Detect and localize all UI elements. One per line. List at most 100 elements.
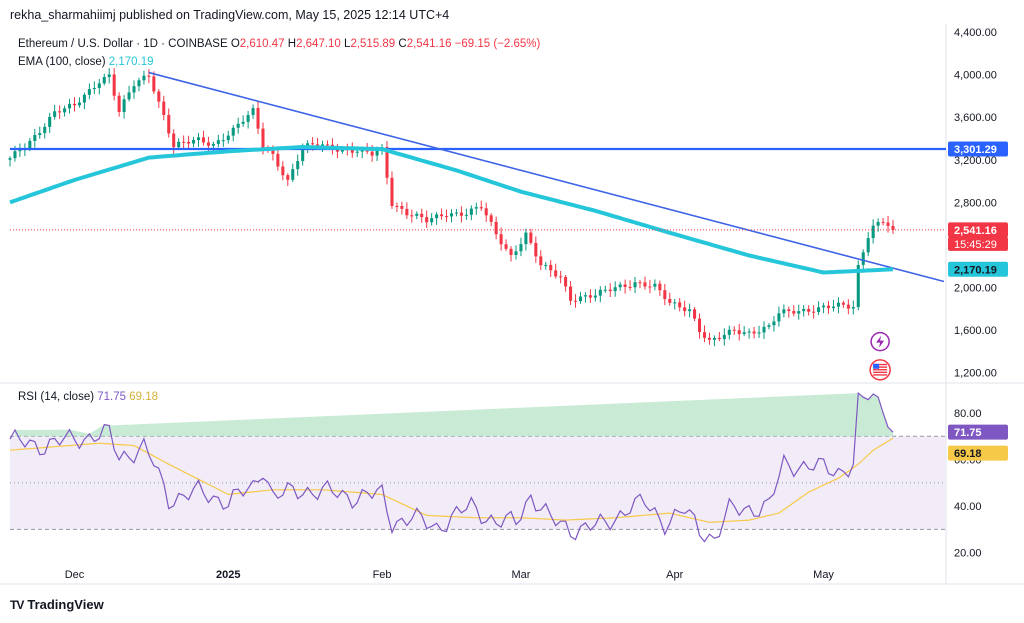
candle-body [18, 150, 22, 152]
level-price-badge: 3,301.29 [954, 144, 997, 156]
candle-body [8, 158, 12, 160]
ohlc-close: C2,541.16 [398, 38, 452, 50]
ohlc-high: H2,647.10 [287, 38, 341, 50]
candle-body [400, 205, 404, 209]
level-price-badge-bg [948, 141, 1008, 157]
us-flag-icon[interactable] [869, 359, 891, 381]
candle-body [405, 208, 409, 216]
candle-body [335, 149, 339, 152]
rsi-ma-value-badge: 69.18 [954, 448, 982, 460]
candle-body [757, 332, 761, 334]
candle-body [261, 128, 265, 149]
candle-body [598, 289, 602, 296]
publish-caption: rekha_sharmahiimj published on TradingVi… [10, 8, 450, 22]
price-tick-label: 1,200.00 [954, 367, 997, 379]
candle-body [192, 140, 196, 144]
candle-body [172, 133, 176, 148]
candle-body [385, 147, 389, 178]
candle-body [469, 208, 473, 215]
candle-body [107, 74, 111, 78]
candle-body [53, 111, 57, 117]
candle-body [137, 80, 141, 87]
candle-body [112, 74, 116, 96]
candle-body [504, 244, 508, 249]
candle-body [117, 95, 121, 112]
candle-body [152, 76, 156, 92]
time-tick-label: Apr [666, 569, 683, 581]
candle-body [459, 212, 463, 216]
rsi-tick-label: 20.00 [954, 548, 982, 560]
brand-name: TradingView [27, 597, 104, 612]
candle-body [782, 309, 786, 314]
rsi-tick-label: 40.00 [954, 501, 982, 513]
candle-body [539, 256, 543, 266]
candle-body [693, 309, 697, 319]
candle-body [658, 283, 662, 291]
last-price-badge: 2,541.16 [954, 225, 997, 237]
candle-body [822, 305, 826, 308]
candle-body [588, 295, 592, 298]
candle-body [509, 248, 513, 255]
ohlc-low: L2,515.89 [344, 38, 396, 50]
candle-body [514, 251, 518, 255]
ema-100-line [9, 145, 894, 275]
candle-body [276, 153, 280, 167]
candle-body [410, 215, 414, 217]
candle-body [58, 111, 62, 113]
time-tick-label: May [813, 569, 834, 581]
candle-body [167, 115, 171, 134]
rsi-legend[interactable]: RSI (14, close) 71.75 69.18 [18, 391, 158, 403]
candle-body [678, 302, 682, 308]
symbol-name: Ethereum / U.S. Dollar · 1D · COINBASE [18, 38, 228, 50]
countdown-badge: 15:45:29 [954, 239, 997, 251]
candle-body [286, 175, 290, 180]
ema-legend[interactable]: EMA (100, close) 2,170.19 [18, 56, 154, 68]
tradingview-brand[interactable]: TV TradingView [10, 597, 104, 612]
candle-body [712, 337, 716, 340]
candle-body [92, 88, 96, 90]
candle-body [812, 311, 816, 313]
candle-body [777, 313, 781, 322]
symbol-legend[interactable]: Ethereum / U.S. Dollar · 1D · COINBASE O… [18, 38, 540, 50]
candle-body [187, 141, 191, 144]
candle-body [320, 144, 325, 146]
candle-body [841, 302, 845, 305]
candle-body [807, 308, 811, 312]
candle-body [162, 101, 166, 116]
us-flag-icon-stripe [873, 366, 888, 368]
candle-body [727, 329, 731, 335]
candle-body [802, 308, 806, 312]
candle-body [817, 307, 821, 312]
candle-body [564, 276, 568, 287]
us-flag-icon-stripe [873, 371, 888, 374]
candle-body [618, 284, 622, 288]
ohlc-open: O2,610.47 [230, 38, 285, 50]
candle-body [702, 332, 707, 338]
candle-body [886, 222, 890, 226]
candle-body [583, 295, 587, 297]
price-tick-label: 3,600.00 [954, 112, 997, 124]
tradingview-logo-icon: TV [10, 597, 24, 612]
rsi-overbought-fill [15, 393, 893, 437]
candle-body [246, 114, 250, 122]
candle-body [375, 150, 379, 156]
candle-body [797, 311, 801, 314]
candle-body [271, 150, 275, 154]
candle-body [72, 103, 77, 106]
candle-body [648, 286, 652, 288]
lightning-icon[interactable] [870, 331, 890, 352]
candle-body [722, 334, 726, 340]
candle-body [792, 311, 796, 314]
ema-price-badge: 2,170.19 [954, 264, 997, 276]
candle-body [876, 221, 880, 226]
time-axis: Dec 2025 Feb Mar Apr May [0, 569, 1024, 585]
candle-body [211, 143, 215, 146]
candle-body [350, 149, 354, 153]
ema-value: 2,170.19 [108, 56, 154, 68]
candle-body [747, 331, 751, 333]
candle-body [221, 140, 225, 142]
candle-body [856, 264, 860, 308]
candle-body [236, 123, 240, 128]
candle-body [638, 282, 642, 284]
